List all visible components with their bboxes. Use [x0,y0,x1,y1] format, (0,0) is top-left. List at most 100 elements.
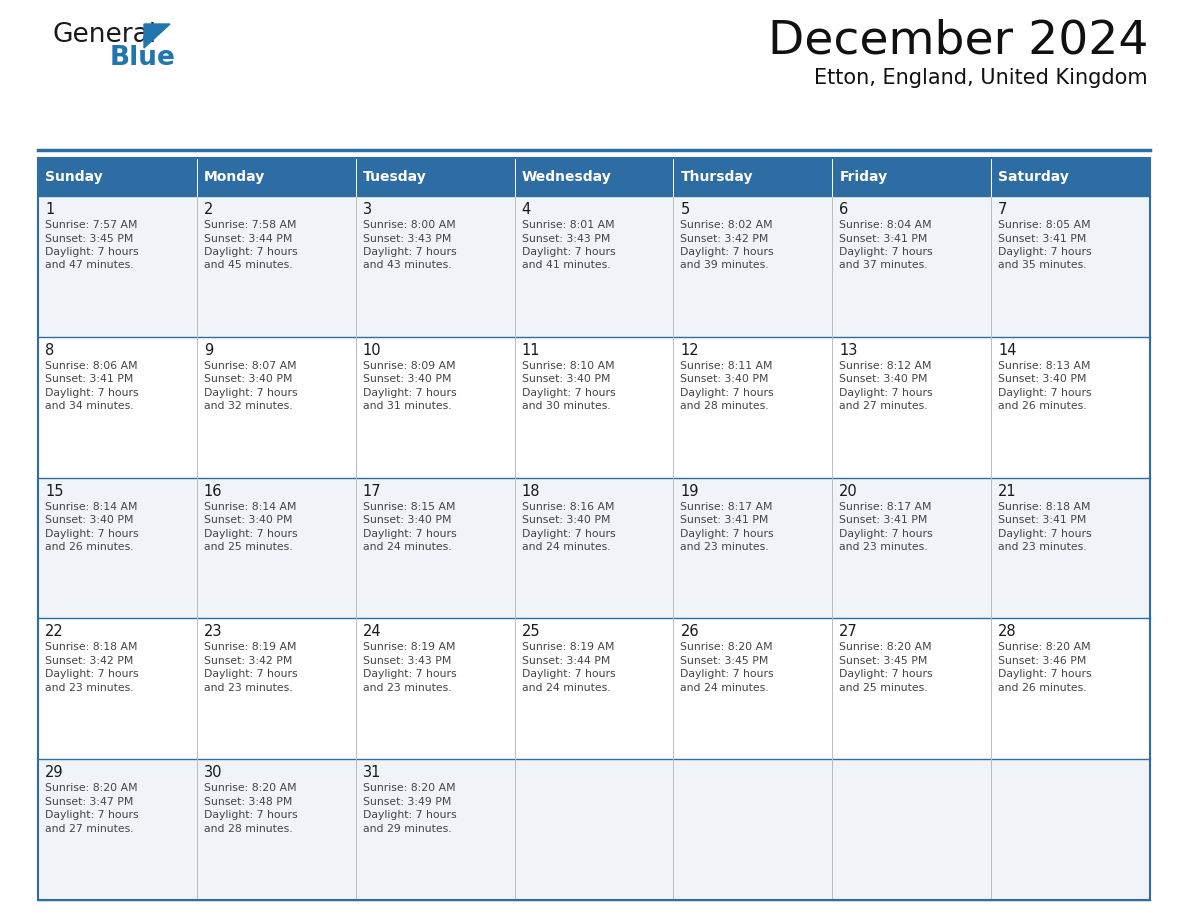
Text: Sunrise: 8:10 AM: Sunrise: 8:10 AM [522,361,614,371]
Text: Daylight: 7 hours: Daylight: 7 hours [522,669,615,679]
Text: Sunset: 3:43 PM: Sunset: 3:43 PM [522,233,609,243]
Text: Daylight: 7 hours: Daylight: 7 hours [204,811,297,820]
Text: Sunrise: 8:14 AM: Sunrise: 8:14 AM [45,501,138,511]
Bar [833,158,991,196]
Text: Daylight: 7 hours: Daylight: 7 hours [362,669,456,679]
Text: Sunset: 3:41 PM: Sunset: 3:41 PM [998,515,1087,525]
Text: Sunrise: 8:20 AM: Sunrise: 8:20 AM [998,643,1091,653]
Text: 16: 16 [204,484,222,498]
Text: 3: 3 [362,202,372,217]
Text: and 30 minutes.: and 30 minutes. [522,401,611,411]
Text: 24: 24 [362,624,381,640]
Text: Sunset: 3:40 PM: Sunset: 3:40 PM [45,515,133,525]
Text: and 25 minutes.: and 25 minutes. [839,683,928,693]
Bar [38,158,1150,900]
Text: 7: 7 [998,202,1007,217]
Bar [197,477,355,619]
Text: Sunset: 3:41 PM: Sunset: 3:41 PM [839,515,928,525]
Text: and 32 minutes.: and 32 minutes. [204,401,292,411]
Text: Sunrise: 8:07 AM: Sunrise: 8:07 AM [204,361,297,371]
Text: and 23 minutes.: and 23 minutes. [998,543,1087,552]
Text: and 23 minutes.: and 23 minutes. [681,543,769,552]
Text: Sunrise: 8:17 AM: Sunrise: 8:17 AM [681,501,773,511]
Text: 22: 22 [45,624,64,640]
Text: Sunset: 3:41 PM: Sunset: 3:41 PM [998,233,1087,243]
Text: Daylight: 7 hours: Daylight: 7 hours [998,247,1092,257]
Text: Sunrise: 8:19 AM: Sunrise: 8:19 AM [204,643,296,653]
Text: Sunset: 3:40 PM: Sunset: 3:40 PM [522,375,611,385]
Text: and 43 minutes.: and 43 minutes. [362,261,451,271]
Bar [514,196,674,337]
Text: and 37 minutes.: and 37 minutes. [839,261,928,271]
Text: and 28 minutes.: and 28 minutes. [204,823,292,834]
Bar [833,337,991,477]
Text: 11: 11 [522,342,541,358]
Text: Daylight: 7 hours: Daylight: 7 hours [362,387,456,397]
Text: Daylight: 7 hours: Daylight: 7 hours [681,387,775,397]
Bar [514,619,674,759]
Bar [38,759,197,900]
Bar [38,619,197,759]
Text: Sunrise: 8:19 AM: Sunrise: 8:19 AM [362,643,455,653]
Text: 18: 18 [522,484,541,498]
Bar [38,477,197,619]
Bar [833,477,991,619]
Text: 1: 1 [45,202,55,217]
Text: Sunrise: 8:18 AM: Sunrise: 8:18 AM [45,643,138,653]
Text: Sunrise: 8:14 AM: Sunrise: 8:14 AM [204,501,296,511]
Bar [38,158,197,196]
Text: 27: 27 [839,624,858,640]
Text: Sunrise: 7:57 AM: Sunrise: 7:57 AM [45,220,138,230]
Text: Sunset: 3:40 PM: Sunset: 3:40 PM [204,515,292,525]
Text: Sunset: 3:41 PM: Sunset: 3:41 PM [681,515,769,525]
Bar [991,337,1150,477]
Polygon shape [144,24,170,48]
Text: and 41 minutes.: and 41 minutes. [522,261,611,271]
Text: and 35 minutes.: and 35 minutes. [998,261,1087,271]
Text: Sunrise: 8:20 AM: Sunrise: 8:20 AM [839,643,931,653]
Text: Sunset: 3:43 PM: Sunset: 3:43 PM [362,655,451,666]
Bar [355,337,514,477]
Text: Etton, England, United Kingdom: Etton, England, United Kingdom [815,68,1148,88]
Text: Daylight: 7 hours: Daylight: 7 hours [681,247,775,257]
Text: Sunrise: 8:01 AM: Sunrise: 8:01 AM [522,220,614,230]
Bar [674,196,833,337]
Text: 10: 10 [362,342,381,358]
Text: Sunset: 3:42 PM: Sunset: 3:42 PM [45,655,133,666]
Text: Sunset: 3:43 PM: Sunset: 3:43 PM [362,233,451,243]
Bar [991,196,1150,337]
Text: Daylight: 7 hours: Daylight: 7 hours [681,529,775,539]
Bar [197,619,355,759]
Bar [991,477,1150,619]
Text: and 27 minutes.: and 27 minutes. [839,401,928,411]
Bar [674,759,833,900]
Text: 26: 26 [681,624,699,640]
Text: Sunset: 3:42 PM: Sunset: 3:42 PM [681,233,769,243]
Text: Sunrise: 8:06 AM: Sunrise: 8:06 AM [45,361,138,371]
Text: 21: 21 [998,484,1017,498]
Text: 2: 2 [204,202,213,217]
Text: Daylight: 7 hours: Daylight: 7 hours [204,529,297,539]
Bar [674,477,833,619]
Text: Monday: Monday [204,170,265,184]
Bar [197,337,355,477]
Text: Daylight: 7 hours: Daylight: 7 hours [839,529,933,539]
Text: Sunset: 3:40 PM: Sunset: 3:40 PM [998,375,1087,385]
Bar [991,619,1150,759]
Text: 8: 8 [45,342,55,358]
Bar [355,759,514,900]
Text: Sunset: 3:40 PM: Sunset: 3:40 PM [362,375,451,385]
Text: and 26 minutes.: and 26 minutes. [998,401,1087,411]
Text: Sunrise: 8:09 AM: Sunrise: 8:09 AM [362,361,455,371]
Bar [197,196,355,337]
Text: Sunset: 3:41 PM: Sunset: 3:41 PM [839,233,928,243]
Text: Sunrise: 8:16 AM: Sunrise: 8:16 AM [522,501,614,511]
Bar [38,196,197,337]
Text: 23: 23 [204,624,222,640]
Text: and 25 minutes.: and 25 minutes. [204,543,292,552]
Text: Daylight: 7 hours: Daylight: 7 hours [839,247,933,257]
Text: Sunrise: 8:17 AM: Sunrise: 8:17 AM [839,501,931,511]
Bar [355,477,514,619]
Text: Sunset: 3:47 PM: Sunset: 3:47 PM [45,797,133,807]
Text: Sunset: 3:48 PM: Sunset: 3:48 PM [204,797,292,807]
